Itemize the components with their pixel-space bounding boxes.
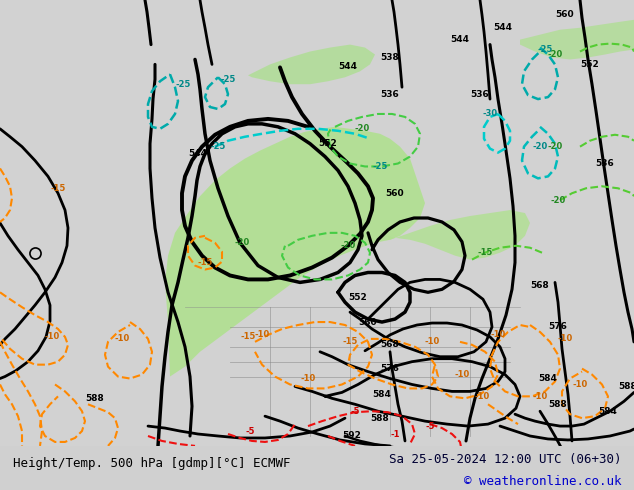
Text: 544: 544	[493, 23, 512, 32]
Text: 538: 538	[380, 53, 399, 62]
Text: 552: 552	[349, 293, 367, 302]
Text: -10: -10	[573, 380, 588, 389]
Text: -30: -30	[482, 109, 498, 119]
Text: 576: 576	[380, 364, 399, 373]
Text: © weatheronline.co.uk: © weatheronline.co.uk	[464, 475, 621, 488]
Text: -20: -20	[235, 238, 250, 247]
Text: -10: -10	[557, 334, 573, 343]
Text: -10: -10	[254, 330, 269, 340]
Text: -25: -25	[372, 162, 387, 171]
Text: -25: -25	[220, 75, 236, 84]
Text: -1: -1	[391, 430, 400, 439]
Text: -10: -10	[474, 392, 489, 401]
Text: 588: 588	[619, 382, 634, 391]
Text: -5: -5	[350, 407, 359, 416]
Polygon shape	[520, 20, 634, 59]
Text: -20: -20	[547, 50, 562, 59]
Text: -10: -10	[44, 332, 60, 342]
Text: Sa 25-05-2024 12:00 UTC (06+30): Sa 25-05-2024 12:00 UTC (06+30)	[389, 453, 621, 466]
Polygon shape	[165, 127, 425, 376]
Text: 536: 536	[595, 159, 614, 168]
Text: 536: 536	[380, 90, 399, 98]
Text: 552: 552	[581, 60, 599, 69]
Text: -15: -15	[197, 258, 212, 267]
Text: 560: 560	[359, 318, 377, 326]
Polygon shape	[248, 45, 375, 84]
Polygon shape	[388, 210, 530, 260]
Text: 588: 588	[86, 394, 105, 403]
Text: -25: -25	[210, 142, 226, 151]
Text: -20: -20	[354, 124, 370, 133]
Text: -15: -15	[342, 337, 358, 346]
Text: -15: -15	[477, 248, 493, 257]
Text: -10: -10	[424, 337, 439, 346]
Text: 584: 584	[598, 407, 618, 416]
Text: -10: -10	[301, 374, 316, 383]
Text: 536: 536	[470, 90, 489, 98]
Text: -20: -20	[533, 142, 548, 151]
Text: 560: 560	[555, 10, 574, 20]
Text: -10: -10	[490, 330, 506, 340]
Text: -10: -10	[114, 334, 129, 343]
Text: 568: 568	[531, 281, 550, 290]
Text: -10: -10	[533, 392, 548, 401]
Text: -20: -20	[340, 241, 356, 250]
Text: 552: 552	[319, 139, 337, 148]
Text: -25: -25	[537, 45, 553, 54]
Text: -15: -15	[240, 332, 256, 342]
Text: -20: -20	[547, 142, 562, 151]
Text: 544: 544	[451, 35, 470, 44]
Text: 592: 592	[342, 432, 361, 441]
Text: -5: -5	[245, 426, 255, 436]
Text: -10: -10	[455, 370, 470, 379]
Text: Height/Temp. 500 hPa [gdmp][°C] ECMWF: Height/Temp. 500 hPa [gdmp][°C] ECMWF	[13, 457, 290, 470]
Text: 544: 544	[339, 62, 358, 71]
Text: 560: 560	[385, 189, 404, 198]
Text: 584: 584	[373, 390, 391, 399]
Text: -25: -25	[176, 80, 191, 89]
Text: -5: -5	[425, 421, 435, 431]
Text: 568: 568	[380, 341, 399, 349]
Text: 584: 584	[538, 374, 557, 383]
Text: 576: 576	[548, 322, 567, 332]
Text: 588: 588	[371, 414, 389, 423]
Text: -15: -15	[50, 184, 66, 193]
Text: -20: -20	[550, 196, 566, 205]
Text: 544: 544	[188, 149, 207, 158]
Text: 588: 588	[548, 400, 567, 409]
